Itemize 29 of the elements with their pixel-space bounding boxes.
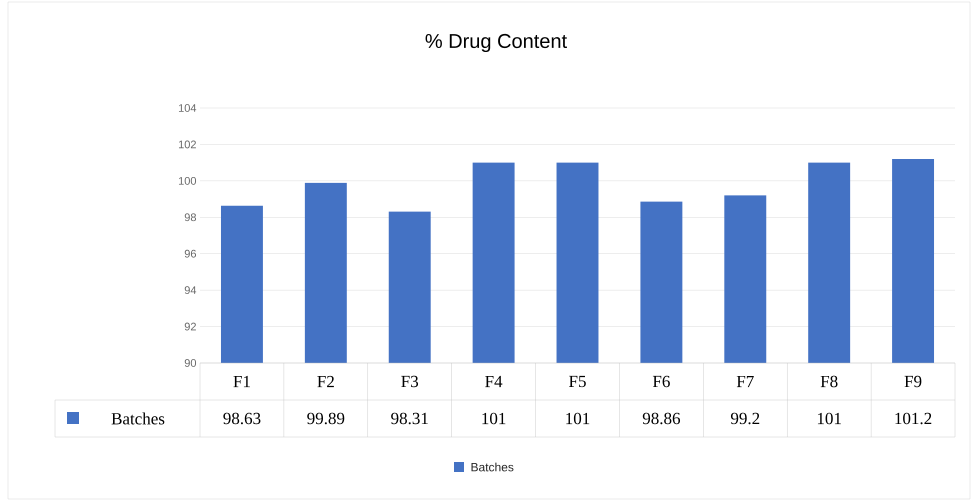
- text: Batches: [472, 462, 514, 472]
- y-tick-label: 104: [178, 104, 196, 112]
- data-label: 98.86: [642, 412, 680, 424]
- chart-title: % Drug Content: [426, 34, 567, 52]
- data-label: 101: [818, 412, 841, 424]
- data-label: 99.89: [307, 412, 344, 424]
- x-tick-label: F2: [317, 376, 334, 388]
- data-label: 101: [482, 412, 506, 424]
- y-tick-label: 94: [184, 286, 196, 294]
- data-label: 101: [566, 412, 590, 424]
- x-tick-label: F5: [569, 376, 586, 388]
- y-tick-label: 92: [184, 322, 196, 330]
- data-label: 98.31: [391, 412, 428, 424]
- data-label: 98.63: [223, 412, 260, 424]
- x-tick-label: F4: [485, 376, 502, 388]
- y-tick-label: 98: [184, 213, 196, 222]
- y-tick-label: 100: [178, 176, 196, 185]
- data-label: 101.2: [895, 412, 932, 424]
- x-tick-label: F7: [736, 376, 754, 388]
- y-tick-label: 96: [184, 250, 196, 258]
- legend-label: Batches: [112, 412, 164, 424]
- y-tick-label: 90: [184, 359, 196, 367]
- x-tick-label: F3: [401, 376, 418, 388]
- x-tick-label: F1: [233, 376, 250, 388]
- y-tick-label: 102: [178, 140, 196, 148]
- x-tick-label: F6: [652, 376, 670, 388]
- x-tick-label: F9: [904, 376, 922, 388]
- data-label: 99.2: [730, 412, 760, 424]
- x-tick-label: F8: [820, 376, 838, 388]
